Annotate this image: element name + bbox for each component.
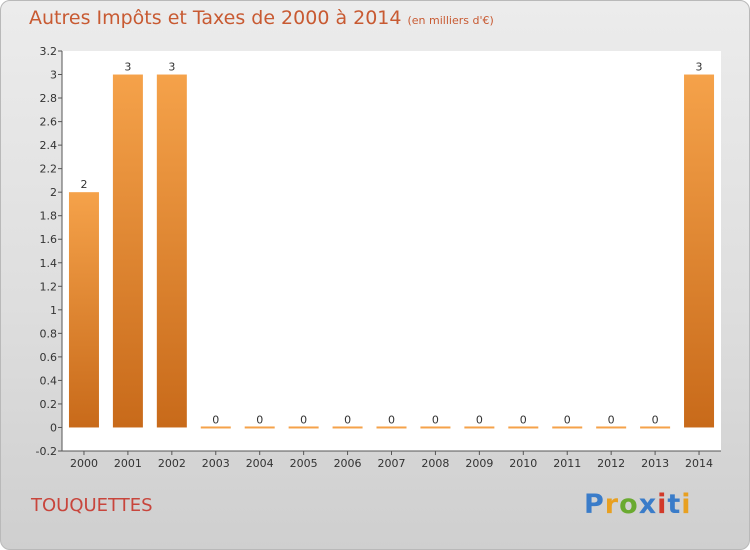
logo-letter: i: [681, 489, 692, 520]
bar: [552, 426, 583, 429]
logo-letter: x: [638, 489, 658, 520]
x-tick-label: 2011: [553, 457, 581, 470]
bar: [68, 192, 99, 428]
data-label: 3: [696, 61, 703, 74]
y-tick-label: 0.4: [40, 374, 58, 387]
x-tick-label: 2009: [465, 457, 493, 470]
data-label: 0: [652, 413, 659, 426]
logo-letter: i: [657, 489, 668, 520]
y-tick-label: 2.8: [40, 92, 58, 105]
data-label: 0: [608, 413, 615, 426]
x-tick-label: 2004: [246, 457, 274, 470]
logo-letter: r: [604, 489, 620, 520]
y-tick-label: 1.8: [40, 210, 58, 223]
bar: [200, 426, 231, 429]
y-tick-label: 0: [50, 421, 57, 434]
data-label: 0: [344, 413, 351, 426]
data-label: 0: [212, 413, 219, 426]
y-tick-label: 0.6: [40, 351, 58, 364]
data-label: 0: [520, 413, 527, 426]
x-tick-label: 2006: [334, 457, 362, 470]
chart-unit: (en milliers d'€): [407, 14, 494, 27]
y-tick-label: 1.6: [40, 233, 58, 246]
bar: [596, 426, 627, 429]
x-tick-label: 2001: [114, 457, 142, 470]
y-tick-label: 0.8: [40, 327, 58, 340]
y-tick-label: 0.2: [40, 398, 58, 411]
x-tick-label: 2000: [70, 457, 98, 470]
bar: [420, 426, 451, 429]
data-label: 0: [256, 413, 263, 426]
bar: [376, 426, 407, 429]
bar: [508, 426, 539, 429]
town-name: TOUQUETTES: [31, 495, 153, 516]
x-tick-label: 2012: [597, 457, 625, 470]
x-tick-label: 2013: [641, 457, 669, 470]
bar: [288, 426, 319, 429]
y-tick-label: 3.2: [40, 45, 58, 58]
bar: [640, 426, 671, 429]
data-label: 0: [476, 413, 483, 426]
y-tick-label: 2.4: [40, 139, 58, 152]
logo-letter: t: [667, 489, 682, 520]
bar: [244, 426, 275, 429]
x-tick-label: 2010: [509, 457, 537, 470]
logo-letter: o: [619, 489, 639, 520]
bar: [112, 74, 143, 428]
x-tick-label: 2005: [290, 457, 318, 470]
y-tick-label: 3: [50, 69, 57, 82]
data-label: 2: [80, 178, 87, 191]
bar: [464, 426, 495, 429]
x-tick-label: 2003: [202, 457, 230, 470]
y-tick-label: 2.2: [40, 163, 58, 176]
bar: [684, 74, 715, 428]
x-tick-label: 2002: [158, 457, 186, 470]
data-label: 3: [168, 61, 175, 74]
data-label: 0: [564, 413, 571, 426]
logo-letter: P: [584, 489, 605, 520]
data-label: 3: [124, 61, 131, 74]
data-label: 0: [300, 413, 307, 426]
bar: [332, 426, 363, 429]
bar: [156, 74, 187, 428]
y-tick-label: 2: [50, 186, 57, 199]
data-label: 0: [388, 413, 395, 426]
y-tick-label: 2.6: [40, 116, 58, 129]
proxiti-logo: Proxiti: [584, 489, 692, 520]
x-tick-label: 2014: [685, 457, 713, 470]
x-tick-label: 2007: [378, 457, 406, 470]
y-tick-label: -0.2: [36, 445, 57, 458]
y-tick-label: 1.4: [40, 257, 58, 270]
x-tick-label: 2008: [421, 457, 449, 470]
chart-title: Autres Impôts et Taxes de 2000 à 2014 (en…: [29, 7, 494, 29]
data-label: 0: [432, 413, 439, 426]
y-tick-label: 1: [50, 304, 57, 317]
y-tick-label: 1.2: [40, 280, 58, 293]
